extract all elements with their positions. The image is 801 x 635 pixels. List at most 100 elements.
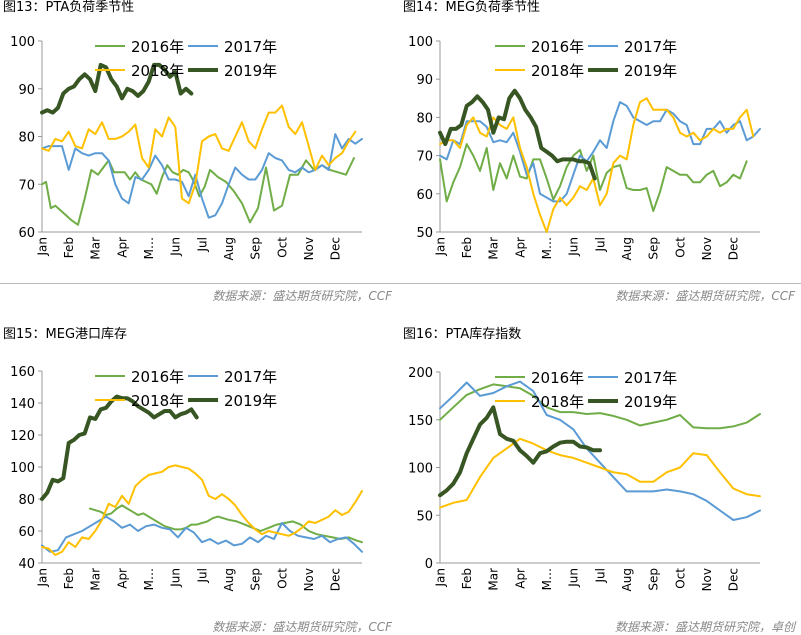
x-tick-label: Feb	[460, 568, 474, 589]
series-line-2018	[439, 437, 761, 509]
y-tick-label: 120	[10, 429, 35, 444]
legend-label: 2017年	[624, 38, 677, 56]
legend-label: 2019年	[224, 392, 277, 410]
y-tick-label: 160	[10, 365, 35, 380]
series-line-2019	[438, 405, 602, 498]
legend-label: 2016年	[531, 369, 584, 387]
x-tick-label: M…	[540, 568, 554, 590]
series-line-2019	[40, 62, 194, 115]
y-tick-label: 70	[416, 150, 433, 165]
series-line-2017	[439, 101, 761, 203]
x-tick-label: Oct	[673, 237, 687, 258]
x-tick-label: Dec	[329, 568, 343, 591]
chart-panel-meg-port-inventory: 图15：MEG港口库存 40 60 80 100 120 140 160 Jan Feb Mar A…	[0, 327, 400, 634]
x-tick-label: Apr	[513, 237, 527, 258]
divider-line	[400, 283, 801, 284]
series-line-2018	[439, 97, 755, 233]
legend-label: 2018年	[131, 62, 184, 80]
x-tick-label: Jul	[593, 237, 607, 252]
chart-pta-load: 60 70 80 90 100 Jan Feb Mar Apr M… Jun Jul Aug Sep Oct…	[10, 35, 363, 260]
x-tick-label: Nov	[302, 568, 316, 591]
series-line-2017	[41, 133, 363, 219]
x-tick-label: Jul	[195, 237, 209, 252]
x-tick-label: Mar	[89, 568, 103, 591]
y-tick-label: 140	[10, 397, 35, 412]
x-tick-label: Nov	[700, 568, 714, 591]
x-tick-label: Jun	[567, 237, 581, 257]
y-tick-label: 60	[18, 525, 35, 540]
x-tick-label: Feb	[460, 237, 474, 258]
series-line-2016	[439, 143, 748, 212]
y-tick-label: 60	[416, 188, 433, 203]
x-tick-label: Sep	[249, 568, 263, 591]
y-tick-label: 80	[416, 111, 433, 126]
y-tick-label: 150	[408, 414, 433, 429]
x-tick-label: Oct	[673, 568, 687, 589]
x-tick-label: Sep	[647, 568, 661, 591]
series-line-2019	[438, 88, 597, 181]
x-tick-label: Apr	[513, 568, 527, 589]
legend-label: 2017年	[224, 368, 277, 386]
chart-source: 数据来源：盛达期货研究院，CCF	[212, 289, 392, 303]
x-tick-label: Aug	[222, 568, 236, 591]
legend-label: 2017年	[224, 38, 277, 56]
x-tick-label: Jun	[567, 568, 581, 588]
y-tick-label: 200	[408, 366, 433, 381]
chart-title: 图13：PTA负荷季节性	[3, 0, 135, 15]
y-tick-label: 90	[18, 83, 35, 98]
chart-meg-port-inventory: 40 60 80 100 120 140 160 Jan Feb Mar Apr M… Jun Jul Au…	[10, 365, 363, 591]
y-tick-label: 50	[416, 226, 433, 241]
chart-panel-pta-inventory-index: 图16：PTA库存指数 0 50 100 150 200 Jan Feb Mar Apr M… Ju…	[400, 327, 801, 634]
y-tick-label: 100	[10, 461, 35, 476]
series-line-2018	[41, 104, 357, 205]
chart-source: 数据来源：盛达期货研究院，CCF	[615, 289, 795, 303]
x-tick-label: Dec	[727, 237, 741, 260]
x-tick-label: Dec	[727, 568, 741, 591]
y-tick-label: 0	[425, 557, 433, 572]
series-line-2016	[41, 157, 355, 226]
x-tick-label: Mar	[89, 237, 103, 260]
legend-label: 2019年	[624, 393, 677, 411]
series-line-2019	[40, 394, 199, 501]
divider-line	[0, 283, 400, 284]
x-tick-label: Jul	[195, 568, 209, 583]
y-tick-label: 60	[18, 226, 35, 241]
x-tick-label: Mar	[487, 568, 501, 591]
x-tick-label: M…	[142, 237, 156, 259]
x-tick-label: Feb	[62, 237, 76, 258]
chart-panel-meg-load: 图14：MEG负荷季节性 50 60 70 80 90 100 Jan Feb Mar Apr M……	[400, 0, 801, 310]
chart-source: 数据来源：盛达期货研究院，CCF	[212, 620, 392, 634]
chart-title: 图14：MEG负荷季节性	[403, 0, 541, 15]
legend-label: 2018年	[131, 392, 184, 410]
x-tick-label: Aug	[222, 237, 236, 260]
x-tick-label: Sep	[249, 237, 263, 260]
x-tick-label: Feb	[62, 568, 76, 589]
x-tick-label: Apr	[115, 568, 129, 589]
x-tick-label: Dec	[329, 237, 343, 260]
x-tick-label: Nov	[700, 237, 714, 260]
chart-meg-load: 50 60 70 80 90 100 Jan Feb Mar Apr M… Jun Jul Aug Sep O…	[408, 35, 761, 260]
x-tick-label: Sep	[647, 237, 661, 260]
x-tick-label: Jan	[35, 568, 49, 588]
x-tick-label: Jul	[593, 568, 607, 583]
y-tick-label: 40	[18, 557, 35, 572]
chart-title: 图15：MEG港口库存	[3, 327, 128, 342]
x-tick-label: Jan	[433, 568, 447, 588]
y-tick-label: 70	[18, 178, 35, 193]
x-tick-label: Jun	[169, 568, 183, 588]
x-tick-label: M…	[540, 237, 554, 259]
series-line-2017	[41, 515, 363, 553]
legend-label: 2018年	[531, 393, 584, 411]
y-tick-label: 90	[416, 73, 433, 88]
x-tick-label: Jun	[169, 237, 183, 257]
chart-pta-inventory-index: 0 50 100 150 200 Jan Feb Mar Apr M… Jun Jul Aug Sep Oc…	[408, 366, 761, 591]
y-tick-label: 100	[10, 35, 35, 50]
y-tick-label: 100	[408, 35, 433, 50]
legend-label: 2019年	[624, 62, 677, 80]
y-tick-label: 100	[408, 462, 433, 477]
y-tick-label: 50	[416, 509, 433, 524]
x-tick-label: Oct	[275, 237, 289, 258]
legend-label: 2016年	[131, 368, 184, 386]
x-tick-label: Aug	[620, 237, 634, 260]
legend-label: 2018年	[531, 62, 584, 80]
